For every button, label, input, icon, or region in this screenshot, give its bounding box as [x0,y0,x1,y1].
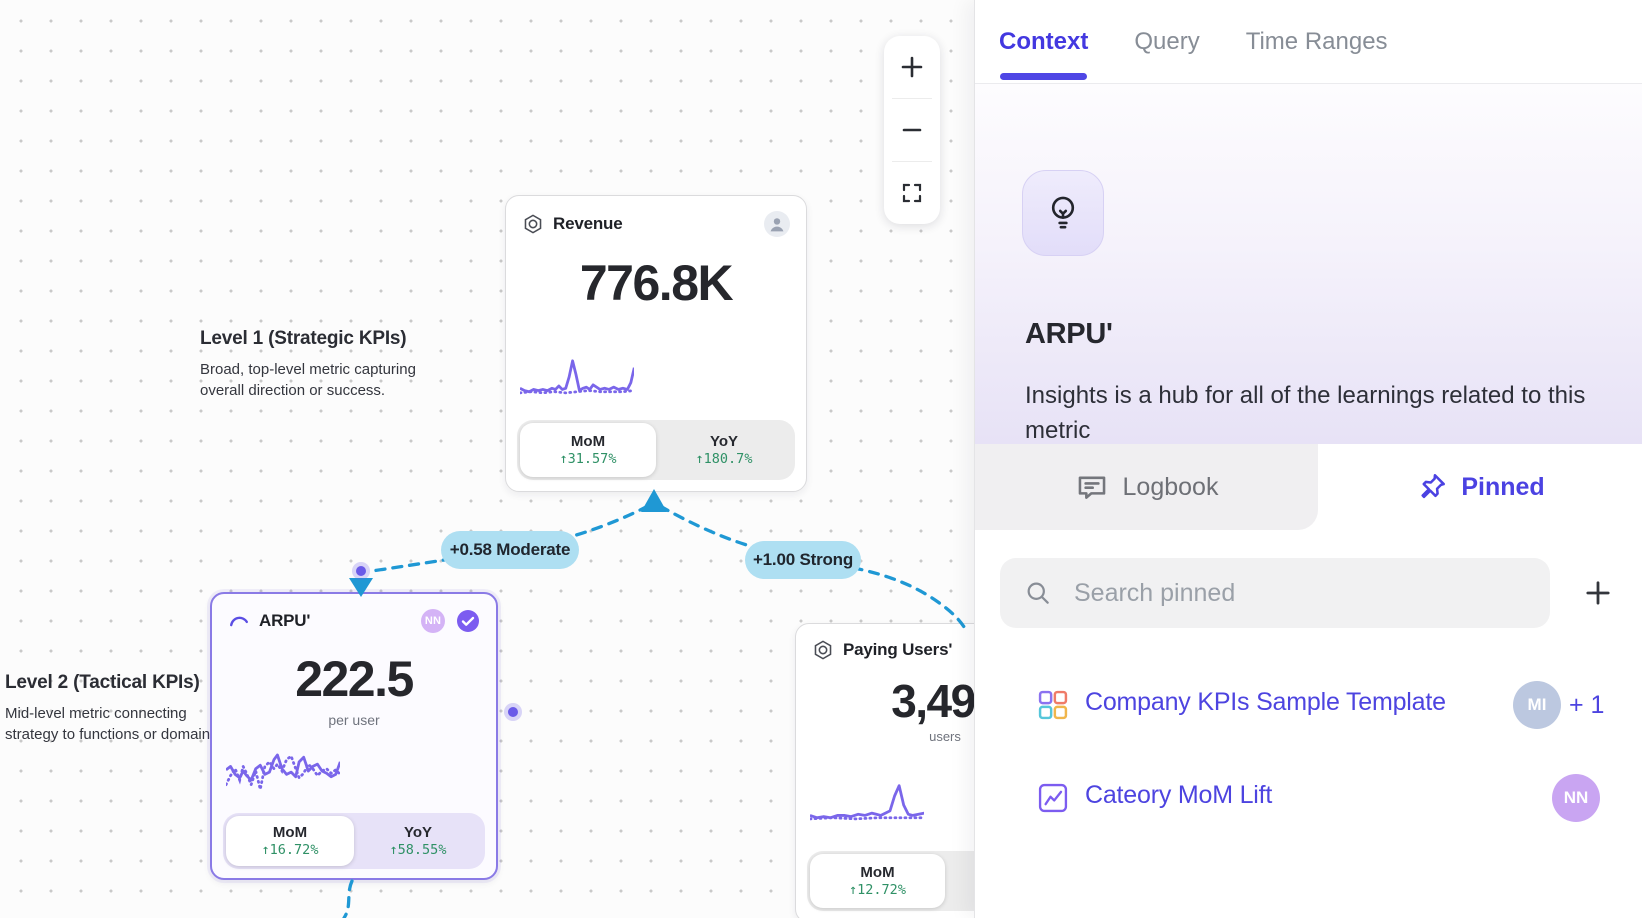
plus-icon [901,56,923,78]
metric-hero: ARPU' Insights is a hub for all of the l… [975,84,1642,444]
edge-arrow-up [641,489,667,512]
template-grid-icon [1038,690,1068,720]
metric-card-revenue[interactable]: Revenue 776.8K MoM ↑31.57% YoY ↑180.7% [505,195,807,492]
pinned-item-label[interactable]: Company KPIs Sample Template [1085,688,1446,716]
arc-metric-icon [230,616,248,627]
zoom-out-button[interactable] [884,99,940,161]
metric-card-arpu[interactable]: ARPU' NN 222.5 per user MoM ↑16.72% YoY [210,592,498,880]
period-toggle: MoM ↑16.72% YoY ↑58.55% [223,813,485,869]
correlation-badge-strong[interactable]: +1.00 Strong [745,541,861,579]
search-icon [1027,582,1049,604]
lightbulb-icon [1051,196,1075,229]
mom-toggle[interactable]: MoM ↑31.57% [520,423,656,477]
tab-time-ranges[interactable]: Time Ranges [1245,27,1388,55]
edge-arpu-down [342,879,354,918]
pinned-item-label[interactable]: Cateory MoM Lift [1085,781,1273,809]
connector-handle-dot[interactable] [508,707,518,717]
pushpin-icon [1421,474,1446,499]
chart-icon [1038,783,1068,813]
metric-name-heading: ARPU' [1025,318,1113,350]
yoy-toggle[interactable]: YoY ↑58.55% [389,824,447,858]
correlation-badge-moderate[interactable]: +0.58 Moderate [441,531,579,569]
period-toggle: MoM ↑12.72% [807,851,974,911]
mom-value: ↑16.72% [261,842,319,858]
add-pinned-button[interactable] [1580,575,1616,611]
metric-value: 3,499 [891,675,974,727]
arpu-sparkline [226,747,340,795]
fullscreen-icon [902,183,922,203]
insight-icon-box [1022,170,1104,256]
search-pinned-box [1000,558,1550,628]
metric-tree-canvas[interactable]: Level 1 (Strategic KPIs) Broad, top-leve… [0,0,974,918]
canvas-zoom-controls [884,36,940,224]
verified-check-icon [457,610,479,632]
tab-query[interactable]: Query [1134,27,1200,55]
metric-value: 776.8K [579,255,734,311]
yoy-toggle[interactable] [945,854,974,908]
tab-context[interactable]: Context [999,0,1088,84]
metric-value: 222.5 [295,651,414,707]
metric-card-paying-users[interactable]: Paying Users' 3,499 users MoM ↑12.72% [795,623,974,918]
pinned-item-template[interactable]: Company KPIs Sample Template MI + 1 [975,679,1642,731]
yoy-value: ↑58.55% [389,842,447,858]
metric-description: Insights is a hub for all of the learnin… [1025,382,1586,444]
level2-annotation: Level 2 (Tactical KPIs) Mid-level metric… [5,672,222,743]
metric-hexagon-icon [814,640,832,660]
card-title: Paying Users' [843,640,953,659]
owner-avatar-nn[interactable]: NN [421,609,445,633]
level1-annotation: Level 1 (Strategic KPIs) Broad, top-leve… [200,328,416,399]
connector-handle-dot[interactable] [356,566,366,576]
context-sidebar: Context Query Time Ranges ARPU' Insights… [974,0,1642,918]
metric-hexagon-icon [524,214,542,234]
plus-icon [1586,581,1610,605]
card-title: ARPU' [259,611,311,630]
mom-toggle[interactable]: MoM ↑12.72% [810,854,945,908]
level1-title: Level 1 (Strategic KPIs) [200,328,407,349]
sidebar-subtabs: Logbook Pinned [975,444,1642,530]
search-pinned-input[interactable] [1072,577,1492,609]
mom-value: ↑12.72% [849,882,906,898]
revenue-sparkline [520,354,634,402]
yoy-value: ↑180.7% [695,451,753,467]
fit-view-button[interactable] [884,162,940,224]
metric-unit: users [929,729,961,745]
mom-toggle[interactable]: MoM ↑16.72% [226,816,354,866]
card-title: Revenue [553,214,623,233]
pinned-item-chart[interactable]: Cateory MoM Lift NN [975,772,1642,824]
minus-icon [902,128,922,132]
period-toggle: MoM ↑31.57% YoY ↑180.7% [517,420,795,480]
paying-users-sparkline [810,780,924,828]
subtab-logbook[interactable]: Logbook [975,444,1318,530]
logbook-comment-icon [1078,476,1105,499]
avatar-mi[interactable]: MI [1513,681,1561,729]
mom-value: ↑31.57% [559,451,617,467]
yoy-toggle[interactable]: YoY ↑180.7% [695,433,753,467]
level2-title: Level 2 (Tactical KPIs) [5,672,200,693]
sidebar-tabbar: Context Query Time Ranges [975,0,1642,84]
subtab-pinned[interactable]: Pinned [1318,444,1642,530]
owner-avatar-icon[interactable] [764,211,790,237]
zoom-in-button[interactable] [884,36,940,98]
metric-unit: per user [328,711,380,728]
avatar-nn[interactable]: NN [1552,774,1600,822]
extra-collaborators: + 1 [1569,691,1605,719]
